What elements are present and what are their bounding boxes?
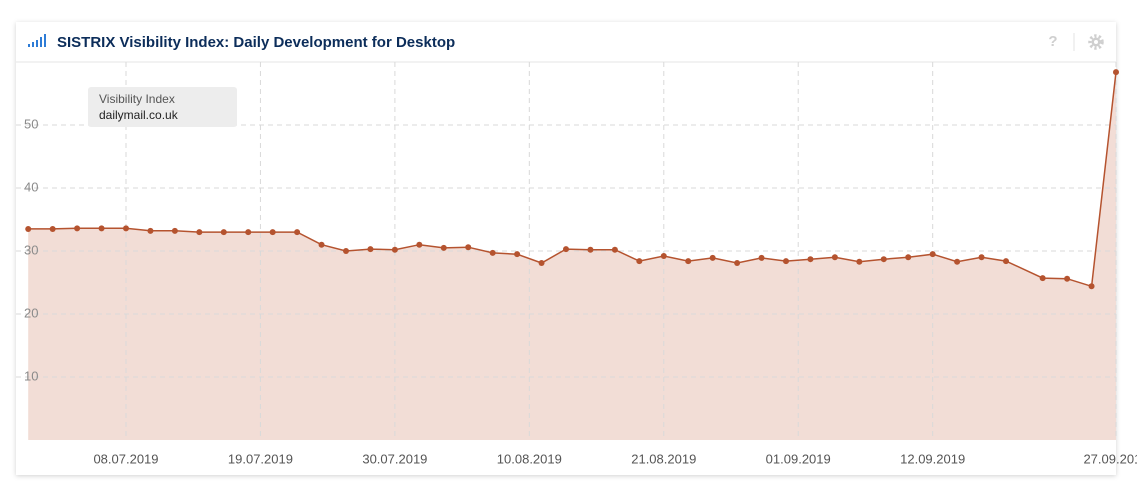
data-point xyxy=(123,225,129,232)
x-tick-label: 10.08.2019 xyxy=(497,451,562,466)
data-point xyxy=(587,246,594,253)
data-point xyxy=(465,244,472,251)
data-point xyxy=(1064,275,1071,282)
data-point xyxy=(538,259,545,266)
data-point xyxy=(25,225,32,232)
data-point xyxy=(318,241,325,248)
title: SISTRIX Visibility Index: Daily Developm… xyxy=(57,34,455,51)
x-tick-label: 12.09.2019 xyxy=(900,451,965,466)
data-point xyxy=(636,258,643,265)
data-point xyxy=(758,254,765,261)
y-tick-label: 10 xyxy=(24,368,38,383)
data-point xyxy=(563,246,569,253)
data-point xyxy=(514,251,521,258)
data-point xyxy=(978,254,985,261)
data-point xyxy=(905,254,912,261)
data-point xyxy=(269,229,276,236)
data-point xyxy=(709,254,716,261)
help-icon[interactable]: ? xyxy=(1048,33,1057,50)
data-point xyxy=(343,248,349,254)
data-point xyxy=(391,246,398,253)
x-tick-label: 30.07.2019 xyxy=(362,451,427,466)
data-point xyxy=(831,254,838,261)
data-point xyxy=(1039,275,1046,282)
y-tick-label: 50 xyxy=(24,116,38,131)
data-point xyxy=(74,225,81,232)
signal-icon xyxy=(28,34,46,47)
data-point xyxy=(245,229,252,236)
data-point xyxy=(147,227,154,234)
data-point xyxy=(98,225,105,232)
data-point xyxy=(685,258,692,265)
data-point xyxy=(1003,258,1009,265)
data-point xyxy=(196,229,203,236)
legend-entry: dailymail.co.uk xyxy=(99,108,179,122)
data-point xyxy=(440,244,447,251)
data-point xyxy=(49,225,56,232)
data-point xyxy=(954,258,961,265)
data-point xyxy=(171,227,178,234)
data-point xyxy=(783,258,789,265)
plot: 10 20 30 40 50 08.07.2019 19.07.2019 30.07.2019… xyxy=(16,62,1137,466)
data-point xyxy=(367,246,374,253)
data-point xyxy=(660,253,667,260)
data-point xyxy=(416,241,423,248)
legend-box xyxy=(88,87,237,127)
x-tick-label: 19.07.2019 xyxy=(228,451,293,466)
settings-icon[interactable] xyxy=(1088,34,1104,50)
data-point xyxy=(856,258,863,265)
area xyxy=(28,72,1117,440)
y-tick-label: 20 xyxy=(24,305,38,320)
data-point xyxy=(489,249,496,256)
data-point xyxy=(1088,283,1095,290)
data-point xyxy=(611,246,618,253)
x-tick-label: 08.07.2019 xyxy=(93,451,158,466)
data-point xyxy=(1113,69,1119,76)
x-tick-label: 21.08.2019 xyxy=(631,451,696,466)
data-point xyxy=(294,229,301,236)
legend-title: Visibility Index xyxy=(99,92,175,106)
data-point xyxy=(929,251,936,258)
x-tick-label: 01.09.2019 xyxy=(766,451,831,466)
data-point xyxy=(220,229,227,236)
data-point xyxy=(734,259,741,266)
y-tick-label: 40 xyxy=(24,179,38,194)
data-point xyxy=(807,256,814,263)
x-tick-label: 27.09.2019 xyxy=(1083,451,1137,466)
data-point xyxy=(880,256,887,263)
y-tick-label: 30 xyxy=(24,242,38,257)
